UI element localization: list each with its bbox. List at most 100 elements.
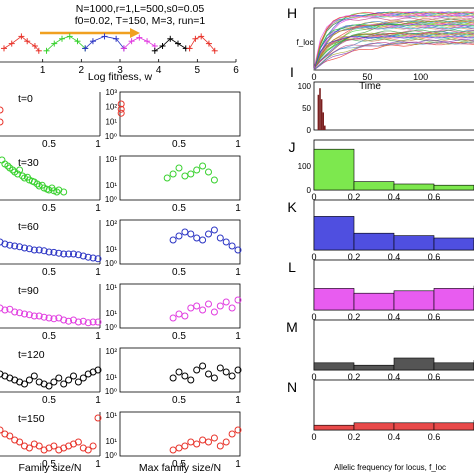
row-right-point [210,226,218,234]
row-right-y-tick-label: 10¹ [105,117,117,126]
row-right-point [199,436,207,444]
row-right-point [193,366,201,374]
jn-x-tick-label: 0 [311,432,316,442]
left-x-axis-label: Family size/N [18,462,81,474]
row-right-x-tick-label: 1 [235,459,241,470]
row-left-x-tick-label: 0.5 [42,203,56,214]
g-arrow-head [130,28,140,38]
row-right-x-tick-label: 1 [235,331,241,342]
jn-x-tick-label: 0.2 [348,372,361,382]
row-right-point [216,442,224,450]
jn-x-tick-label: 0.2 [348,312,361,322]
jn-x-tick-label: 0.4 [388,312,401,322]
row-right-y-tick-label: 10⁰ [105,195,117,204]
row-left-point [70,250,77,258]
row-right-point [187,230,195,238]
jn-bar [433,288,474,311]
row-right-axes-box [119,347,241,393]
row-right-point [222,368,230,376]
h-trajectory [313,11,474,69]
row-left-point [30,372,38,380]
row-left-point [94,366,102,374]
row-left-point [60,188,68,196]
h-trajectory [313,17,474,71]
row-left-point [6,241,14,249]
row-right-y-tick-label: 10² [105,219,117,228]
row-right-point [175,232,183,240]
row-left-point [89,442,97,450]
row-right-y-tick-label: 10¹ [105,373,117,382]
row-left-point [35,312,43,320]
row-time-label: t=90 [18,285,39,297]
row-right-point [216,234,224,242]
h-trajectory [313,20,474,71]
row-right-point [181,228,189,236]
row-left-point [21,244,28,252]
row-left-x-tick-label: 0.5 [42,267,56,278]
row-right-y-tick-label: 10¹ [105,245,117,254]
jn-x-tick-label: 0 [311,372,316,382]
h-trajectory [313,14,474,69]
h-trajectory [313,42,474,71]
h-y-axis-label: f_loc [297,38,314,47]
jn-bar [313,424,355,431]
row-right-point [205,438,212,446]
row-right-axes-box [119,283,241,329]
row-right-x-tick-label: 1 [235,395,241,406]
i-axes-box [313,81,474,131]
jn-bar [433,237,474,251]
row-left-point [94,255,102,263]
row-right-y-tick-label: 10⁰ [105,132,117,141]
h-trajectory [313,18,474,70]
row-left-point [1,306,9,314]
row-right-point [210,374,218,382]
row-right-x-tick-label: 0.5 [172,395,186,406]
i-bar [317,94,320,130]
row-left-point [70,372,77,380]
row-left-point [65,317,73,325]
row-right-point [175,310,183,318]
row-right-x-tick-label: 0.5 [172,267,186,278]
row-right-point [175,444,183,452]
row-left-point [30,312,38,320]
row-right-point [205,230,212,238]
jn-x-tick-label: 0 [311,192,316,202]
right-x-axis-label: Max family size/N [139,462,221,474]
row-right-y-tick-label: 10⁰ [105,387,117,396]
row-right-y-tick-label: 10² [105,347,117,356]
row-left-x-tick-label: 1 [95,267,101,278]
jn-bar [313,148,355,191]
row-left-x-tick-label: 1 [95,139,101,150]
row-left-point [94,318,102,326]
row-right-point [117,105,125,113]
row-right-point [234,426,242,434]
jn-x-tick-label: 0.6 [428,312,441,322]
row-left-point [55,249,63,257]
row-right-point [163,174,171,182]
h-trajectory [313,32,474,71]
row-right-point [187,304,195,312]
row-left-point [1,240,9,248]
row-right-x-tick-label: 1 [235,203,241,214]
row-left-point [79,374,87,382]
row-right-point [228,242,236,250]
row-left-point [55,374,63,382]
jn-bar [313,288,355,311]
row-right-point [199,236,207,244]
row-left-point [25,376,33,384]
row-left-point [50,315,58,323]
row-right-y-tick-label: 10³ [105,88,117,97]
row-time-label: t=30 [18,157,39,169]
g-x-tick-label: 5 [195,65,201,76]
row-left-point [50,248,58,256]
row-right-point [169,170,177,178]
row-right-y-tick-label: 10⁰ [105,451,117,460]
g-series-line [123,37,156,49]
g-x-tick-label: 1 [40,65,46,76]
jn-bar [393,357,435,371]
row-right-point [193,166,201,174]
h-x-tick-label: 0 [311,72,316,82]
row-right-y-tick-label: 10¹ [105,181,117,190]
row-left-point [79,317,87,325]
row-left-point [25,311,33,319]
